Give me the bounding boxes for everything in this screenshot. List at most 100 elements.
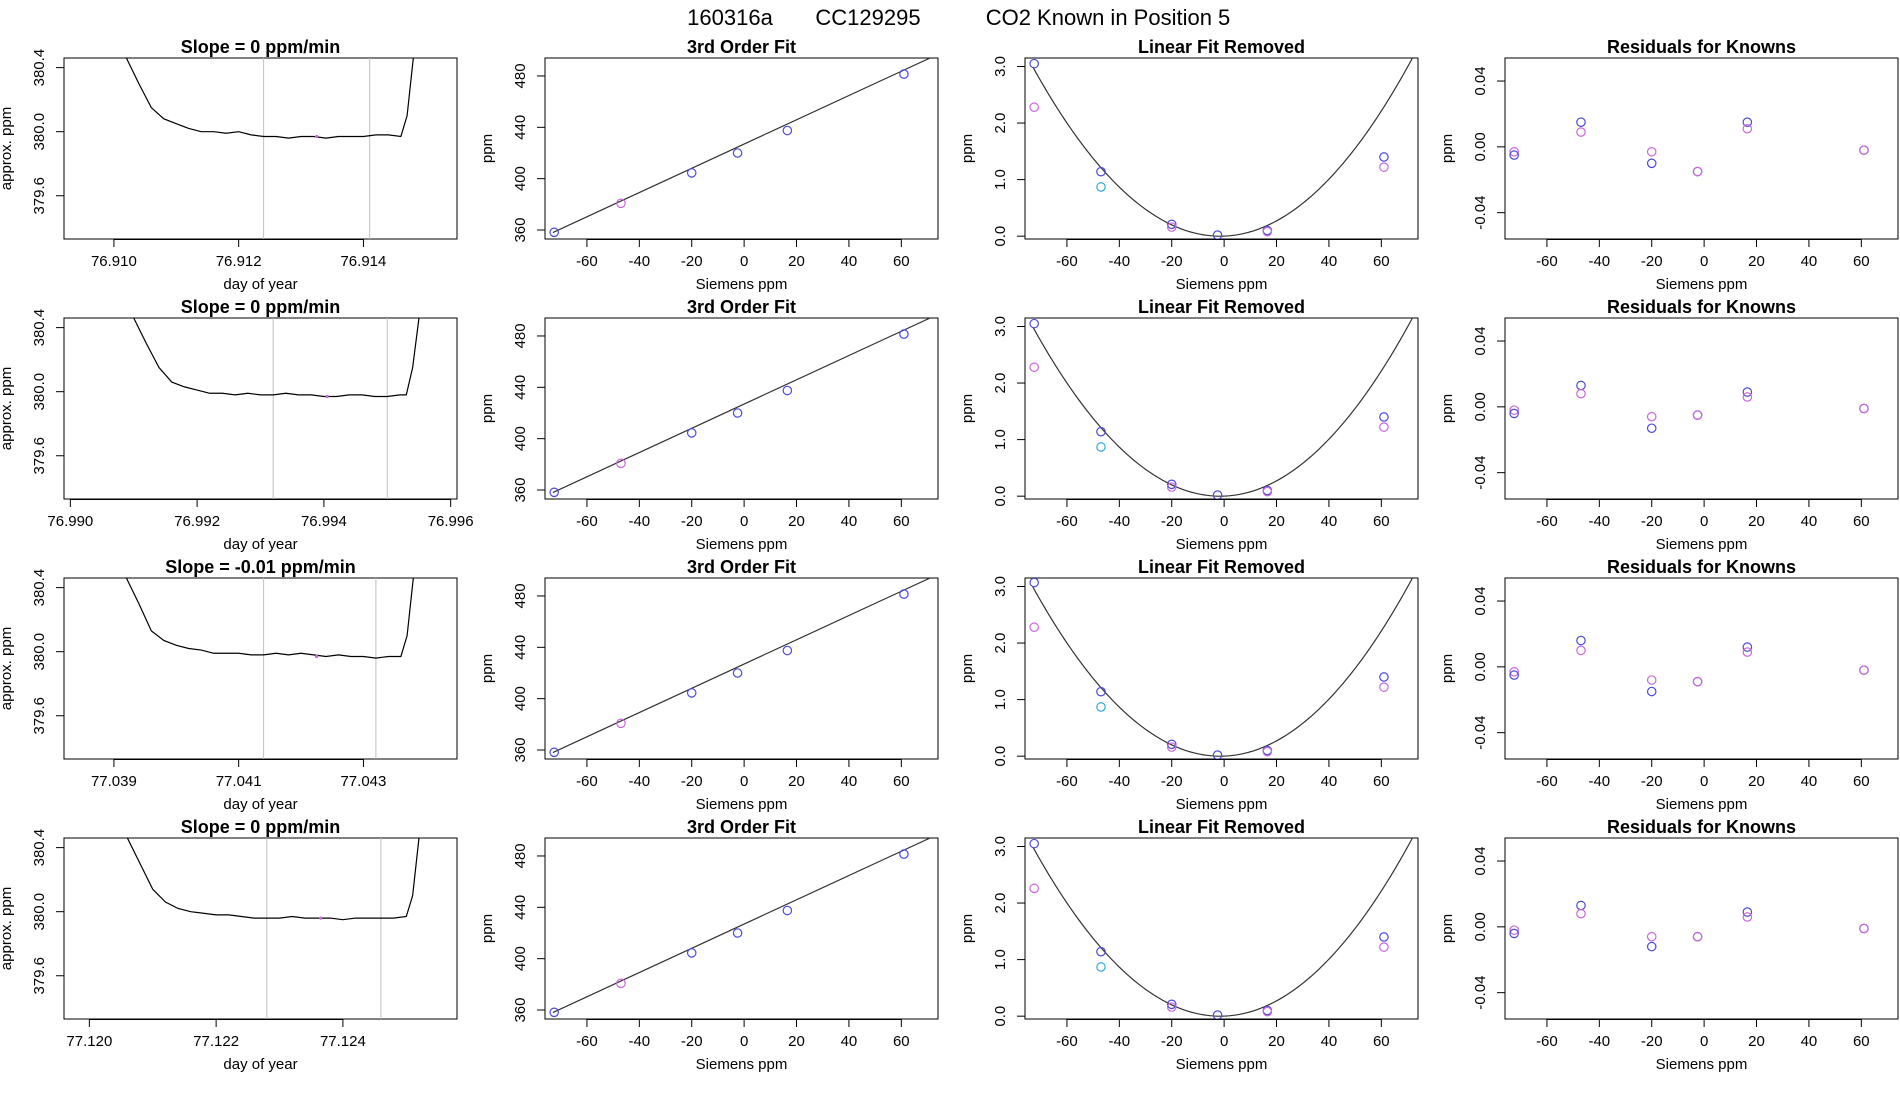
x-tick-label: 20 — [1268, 513, 1285, 530]
x-axis-label: Siemens ppm — [1656, 536, 1748, 553]
y-tick-label: 380.4 — [31, 309, 48, 347]
residuals-panel-row-2: Residuals for Knowns Siemens ppm ppm -60 -40… — [1439, 297, 1899, 553]
plot-area — [1509, 380, 1869, 434]
panel-title: Linear Fit Removed — [1138, 297, 1305, 317]
data-point-magenta — [1379, 162, 1389, 172]
data-point-blue — [686, 688, 697, 698]
timeseries-panel-row-1: Slope = 0 ppm/min day of year approx. ppm 7… — [0, 37, 458, 293]
y-tick-label: 0.00 — [1472, 912, 1489, 941]
y-tick-label: -0.04 — [1472, 976, 1489, 1010]
x-axis-label: Siemens ppm — [696, 276, 788, 293]
x-tick-label: 20 — [1748, 773, 1765, 790]
x-tick-label: -20 — [1641, 1033, 1663, 1050]
y-axis-label: approx. ppm — [0, 107, 15, 190]
data-point-blue — [732, 928, 743, 938]
x-axis-label: Siemens ppm — [1656, 1056, 1748, 1073]
timeseries-panel-row-2: Slope = 0 ppm/min day of year approx. ppm 7… — [0, 297, 474, 553]
x-tick-label: 0 — [1700, 253, 1708, 270]
data-point-magenta — [616, 198, 626, 209]
y-tick-label: 440 — [512, 115, 529, 140]
y-tick-label: 3.0 — [992, 56, 1009, 77]
y-tick-label: 0.0 — [992, 226, 1009, 247]
data-point-blue — [782, 645, 793, 656]
data-point-magenta — [1379, 682, 1389, 692]
x-tick-label: -40 — [628, 513, 650, 530]
panel-title: Residuals for Knowns — [1607, 557, 1796, 577]
y-tick-label: 3.0 — [992, 316, 1009, 337]
data-point-blue — [1029, 578, 1039, 588]
x-tick-label: 60 — [1853, 253, 1870, 270]
data-point-magenta — [1742, 392, 1753, 402]
data-point-blue — [1742, 117, 1753, 127]
y-tick-label: 440 — [512, 375, 529, 400]
y-tick-label: -0.04 — [1472, 716, 1489, 750]
data-point-magenta — [1029, 362, 1039, 373]
data-point-magenta — [1576, 645, 1586, 656]
data-point-blue — [1576, 117, 1586, 127]
y-tick-label: 400 — [512, 166, 529, 191]
panel-title: Residuals for Knowns — [1607, 817, 1796, 837]
y-tick-label: 0.04 — [1472, 326, 1489, 355]
data-point-magenta — [1646, 146, 1657, 157]
panel-title: Slope = 0 ppm/min — [181, 297, 341, 317]
data-point-magenta — [1859, 665, 1869, 675]
ppm-trace-line — [125, 58, 414, 139]
data-point-blue — [1742, 387, 1753, 397]
x-tick-label: -40 — [1588, 773, 1610, 790]
y-tick-label: 380.0 — [31, 113, 48, 151]
y-tick-label: 380.0 — [31, 893, 48, 931]
figure-title-position: CO2 Known in Position 5 — [986, 5, 1231, 30]
data-point-blue — [1646, 941, 1657, 952]
data-point-blue — [732, 408, 743, 418]
panel-title: 3rd Order Fit — [687, 297, 796, 317]
x-tick-label: -60 — [1056, 513, 1078, 530]
x-tick-label: -20 — [1161, 513, 1183, 530]
data-point-blue — [1096, 686, 1106, 697]
x-tick-label: -60 — [1536, 773, 1558, 790]
x-tick-label: -60 — [576, 1033, 598, 1050]
data-point-magenta — [1576, 908, 1586, 919]
y-tick-label: 360 — [512, 217, 529, 242]
y-tick-label: 379.6 — [31, 177, 48, 215]
data-point-blue — [549, 227, 559, 238]
y-axis-label: ppm — [959, 134, 976, 163]
y-tick-label: 2.0 — [992, 373, 1009, 394]
y-axis-label: ppm — [1439, 394, 1456, 423]
ppm-trace-line — [126, 838, 420, 921]
x-tick-label: 76.914 — [340, 253, 386, 270]
x-tick-label: 77.120 — [66, 1033, 112, 1050]
data-point-blue — [732, 148, 743, 158]
figure-title-cylinder: CC129295 — [815, 5, 920, 30]
y-tick-label: 400 — [512, 686, 529, 711]
plot-area — [1029, 838, 1414, 1019]
fit-line — [552, 838, 932, 1014]
y-tick-label: 3.0 — [992, 576, 1009, 597]
data-point-magenta — [1646, 411, 1657, 422]
residuals-panel-row-4: Residuals for Knowns Siemens ppm ppm -60 -40… — [1439, 817, 1899, 1073]
x-tick-label: -60 — [1536, 513, 1558, 530]
x-tick-label: -40 — [1588, 513, 1610, 530]
timeseries-panel-row-3: Slope = -0.01 ppm/min day of year approx. … — [0, 557, 458, 813]
x-tick-label: -60 — [1536, 253, 1558, 270]
data-point-blue — [686, 428, 697, 438]
y-tick-label: 440 — [512, 635, 529, 660]
plot-area — [1029, 58, 1414, 239]
data-point-magenta — [1859, 923, 1869, 934]
data-point-magenta — [1166, 1002, 1177, 1012]
x-tick-label: -20 — [1161, 1033, 1183, 1050]
residuals-panel-row-3: Residuals for Knowns Siemens ppm ppm -60 -40… — [1439, 557, 1899, 813]
x-tick-label: -20 — [1641, 253, 1663, 270]
x-tick-label: 20 — [1748, 1033, 1765, 1050]
data-point-blue — [1166, 739, 1177, 750]
data-point-blue — [1379, 672, 1389, 682]
y-tick-label: 0.04 — [1472, 66, 1489, 95]
x-tick-label: 0 — [740, 253, 748, 270]
x-tick-label: 60 — [893, 773, 910, 790]
plot-area — [126, 838, 420, 1019]
data-point-blue — [1212, 230, 1223, 239]
data-point-blue — [1166, 479, 1177, 490]
x-tick-label: -20 — [1641, 773, 1663, 790]
data-point-magenta — [1509, 405, 1519, 415]
data-point-blue — [1029, 318, 1039, 329]
quadratic-fit-curve — [1032, 58, 1414, 237]
